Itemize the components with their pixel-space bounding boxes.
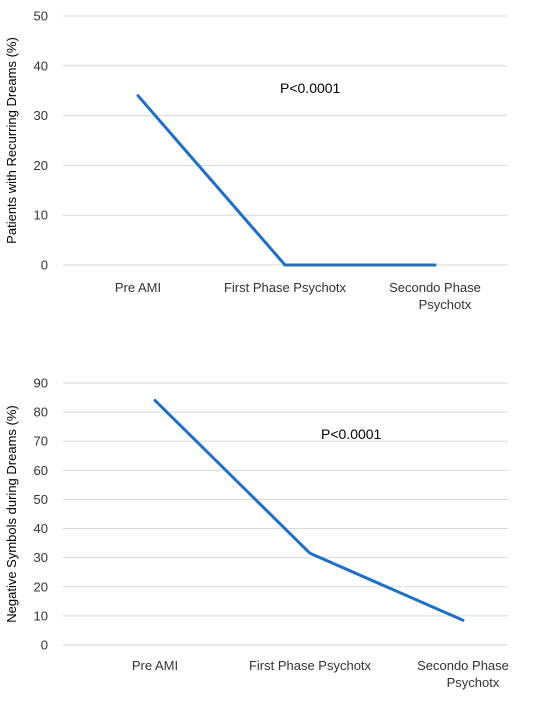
y-tick-label: 0 <box>41 258 48 273</box>
y-axis-title: Negative Symbols during Dreams (%) <box>4 405 19 622</box>
y-tick-label: 10 <box>34 208 48 223</box>
y-tick-label: 70 <box>34 434 48 449</box>
chart-negative-symbols: 0 10 20 30 40 50 60 70 80 90 Negative Symbols duri… <box>4 376 509 691</box>
p-value-annotation: P<0.0001 <box>321 426 382 442</box>
y-tick-label: 50 <box>34 9 48 24</box>
y-tick-label: 0 <box>41 638 48 653</box>
y-tick-label: 60 <box>34 463 48 478</box>
y-tick-label: 20 <box>34 579 48 594</box>
y-tick-label: 30 <box>34 108 48 123</box>
x-tick-label: First Phase Psychotx <box>224 280 347 295</box>
y-tick-label: 80 <box>34 405 48 420</box>
series-line <box>136 94 437 267</box>
x-tick-label: Secondo Phase Psychotx <box>417 658 509 690</box>
x-tick-label: Secondo Phase Psychotx <box>389 280 481 312</box>
y-tick-label: 90 <box>34 376 48 391</box>
y-tick-label: 10 <box>34 608 48 623</box>
chart-recurring-dreams: 0 10 20 30 40 50 Patients with Recurring Dream… <box>4 9 508 312</box>
p-value-annotation: P<0.0001 <box>280 80 341 96</box>
y-tick-label: 40 <box>34 58 48 73</box>
y-tick-label: 30 <box>34 550 48 565</box>
y-axis-title: Patients with Recurring Dreams (%) <box>4 37 19 244</box>
series-line <box>153 398 465 622</box>
x-tick-label: Pre AMI <box>115 280 161 295</box>
y-tick-label: 20 <box>34 158 48 173</box>
x-tick-label: First Phase Psychotx <box>249 658 372 673</box>
x-tick-label: Pre AMI <box>132 658 178 673</box>
y-tick-label: 40 <box>34 521 48 536</box>
y-tick-label: 50 <box>34 492 48 507</box>
